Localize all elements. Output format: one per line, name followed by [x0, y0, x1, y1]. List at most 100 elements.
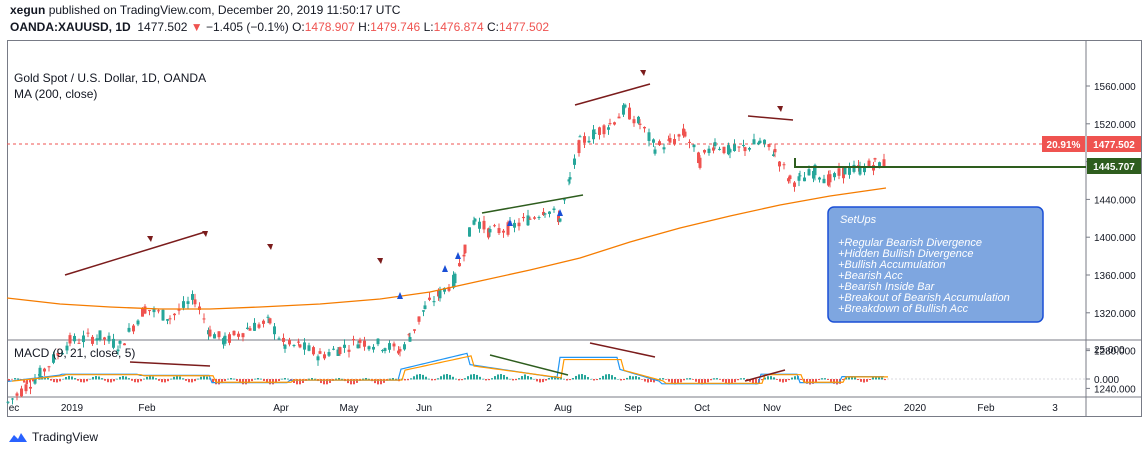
candle-body — [273, 326, 276, 335]
candle-body — [622, 105, 625, 115]
macd-histogram-bar — [74, 378, 76, 380]
current-price-badge-text: 1477.502 — [1093, 140, 1135, 151]
macd-histogram-bar — [350, 379, 352, 385]
candle-body — [482, 220, 486, 230]
macd-histogram-bar — [848, 376, 850, 380]
macd-histogram-bar — [104, 379, 106, 381]
candle-body — [381, 350, 384, 352]
candle-body — [742, 144, 745, 146]
candle-body — [112, 338, 115, 348]
macd-histogram-bar — [605, 374, 607, 380]
macd-histogram-bar — [491, 378, 493, 380]
price-tick-label: 1240.000 — [1094, 384, 1136, 395]
author-name[interactable]: xegun — [10, 3, 46, 17]
macd-trend-lines — [129, 342, 786, 382]
macd-histogram-bar — [464, 378, 466, 380]
candle-body — [487, 228, 490, 238]
macd-histogram-bar — [299, 379, 301, 385]
candle-body — [583, 136, 586, 143]
macd-histogram-bar — [860, 379, 862, 382]
candle-body — [807, 169, 811, 176]
candle-body — [718, 148, 721, 150]
macd-histogram-bar — [281, 378, 283, 380]
macd-histogram-bar — [662, 378, 664, 380]
ohlc-line: OANDA:XAUUSD, 1D 1477.502 ▼ −1.405 (−0.1… — [10, 19, 549, 36]
macd-histogram-bar — [833, 379, 835, 384]
candle-body — [65, 345, 69, 351]
macd-histogram-bar — [599, 377, 601, 380]
chart-frame[interactable] — [7, 40, 1142, 417]
candle-body — [347, 349, 351, 352]
macd-histogram-bar — [257, 378, 259, 380]
macd-histogram-bar — [632, 376, 634, 380]
publish-line: xegun published on TradingView.com, Dece… — [10, 2, 549, 19]
macd-histogram-bar — [581, 374, 583, 380]
macd-histogram-bar — [713, 378, 715, 380]
macd-histogram-bar — [239, 379, 241, 383]
macd-histogram-bar — [659, 378, 661, 380]
low-label: L: — [423, 20, 434, 34]
setups-list: +Regular Bearish Divergence+Hidden Bulli… — [838, 237, 1010, 315]
macd-histogram-bar — [494, 376, 496, 380]
candle-body — [338, 347, 342, 355]
macd-histogram-bar — [653, 379, 655, 383]
macd-histogram-bar — [485, 379, 487, 381]
candle-body — [367, 346, 371, 350]
macd-histogram-bar — [101, 378, 103, 380]
macd-histogram-bar — [521, 376, 523, 380]
candle-body — [38, 367, 42, 379]
candle-body — [363, 340, 366, 347]
macd-histogram-bar — [383, 379, 385, 383]
time-axis[interactable]: ec 2019 Feb Apr May Jun 2 Aug Sep Oct Nov Dec 2020 Fe… — [9, 403, 1059, 414]
candle-body — [116, 349, 120, 352]
macd-histogram-bar — [617, 378, 619, 380]
candle-body — [56, 353, 60, 356]
macd-histogram-bar — [686, 378, 688, 380]
candle-body — [33, 379, 37, 384]
macd-histogram-bar — [827, 379, 829, 380]
bearish-marker-icon — [267, 244, 273, 250]
macd-histogram-bar — [68, 376, 70, 380]
macd-histogram-bar — [254, 378, 256, 380]
footer-brand[interactable]: TradingView — [32, 430, 99, 444]
candle-body — [788, 175, 792, 180]
candle-body — [643, 126, 646, 129]
candle-body — [248, 328, 252, 331]
candle-body — [43, 368, 46, 372]
macd-histogram-bar — [236, 379, 238, 381]
candle-body — [543, 213, 547, 215]
candle-body — [202, 318, 206, 320]
setups-item: +Bearish Inside Bar — [838, 281, 936, 293]
macd-histogram-bar — [455, 378, 457, 380]
bullish-marker-icon — [397, 292, 403, 299]
candle-body — [592, 129, 595, 140]
candle-body — [91, 336, 94, 344]
candle-body — [318, 351, 322, 354]
percent-badge — [1042, 136, 1085, 152]
macd-histogram-bar — [224, 379, 226, 382]
macd-histogram-bar — [278, 379, 280, 381]
macd-histogram-bar — [221, 379, 223, 384]
macd-histogram-bar — [14, 378, 16, 380]
price-tick-label: 1320.000 — [1094, 309, 1136, 320]
macd-histogram-bar — [107, 379, 109, 383]
macd-histogram-bar — [749, 379, 751, 382]
candle-body — [773, 149, 777, 153]
candle-body — [11, 398, 14, 400]
macd-histogram-bar — [875, 376, 877, 380]
macd-axis[interactable]: 25.000 0.000 — [1086, 345, 1125, 386]
candle-body — [522, 216, 525, 219]
macd-histogram-bar — [857, 379, 859, 381]
macd-histogram-bar — [473, 374, 475, 380]
candle-body — [497, 228, 501, 234]
candle-body — [722, 146, 726, 154]
candle-body — [613, 122, 616, 125]
macd-histogram-bar — [608, 374, 610, 380]
candle-body — [198, 306, 201, 310]
macd-histogram-bar — [545, 379, 547, 381]
candle-body — [356, 344, 360, 349]
macd-histogram-bar — [392, 378, 394, 380]
candle-body — [472, 220, 476, 225]
candle-body — [82, 335, 85, 343]
